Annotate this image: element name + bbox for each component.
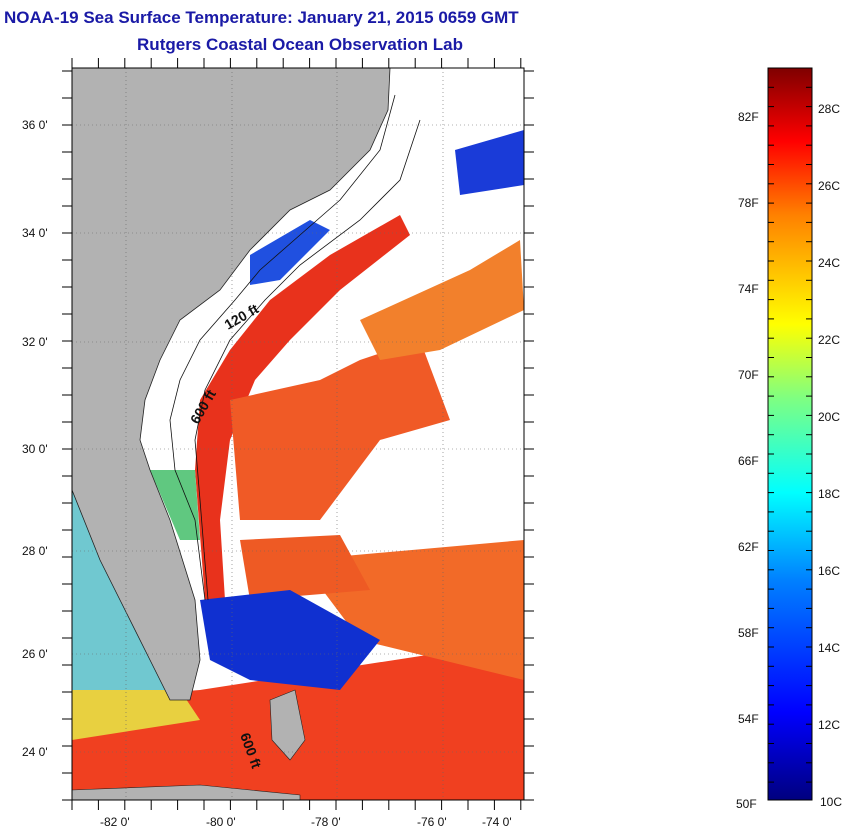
lat-label-24: 24 0': [22, 745, 48, 759]
lat-label-36: 36 0': [22, 118, 48, 132]
cbar-f-66: 66F: [738, 454, 759, 468]
lon-labels: -82 0' -80 0' -78 0' -76 0' -74 0': [100, 815, 512, 829]
colorbar-c-labels: 28C 26C 24C 22C 20C 18C 16C 14C 12C 10C: [818, 102, 842, 809]
cbar-c-18: 18C: [818, 487, 840, 501]
lat-label-30: 30 0': [22, 442, 48, 456]
lon-label-78: -78 0': [311, 815, 341, 829]
lat-label-32: 32 0': [22, 335, 48, 349]
contour-120ft: [169, 94, 396, 601]
cbar-c-24: 24C: [818, 256, 840, 270]
sst-se-coast-green: [150, 470, 200, 540]
map-title: NOAA-19 Sea Surface Temperature: January…: [4, 8, 519, 27]
cbar-c-14: 14C: [818, 641, 840, 655]
colorbar-f-labels: 82F 78F 74F 70F 66F 62F 58F 54F 50F: [736, 110, 759, 811]
cbar-c-20: 20C: [818, 410, 840, 424]
graticule: [72, 68, 524, 800]
cbar-f-78: 78F: [738, 196, 759, 210]
cbar-f-82: 82F: [738, 110, 759, 124]
lat-labels: 36 0' 34 0' 32 0' 30 0' 28 0' 26 0' 24 0…: [22, 118, 48, 759]
cbar-f-50: 50F: [736, 797, 757, 811]
map-subtitle: Rutgers Coastal Ocean Observation Lab: [137, 35, 463, 54]
cbar-f-62: 62F: [738, 540, 759, 554]
axis-ticks: [62, 58, 534, 810]
lat-label-26: 26 0': [22, 647, 48, 661]
sst-cool-ne: [455, 130, 524, 195]
colorbar-ticks: [768, 67, 812, 783]
sst-field: 120 ft 600 ft 600 ft: [72, 68, 524, 800]
sst-ne-patch: [360, 240, 524, 360]
lon-label-80: -80 0': [206, 815, 236, 829]
sst-cool-north: [250, 220, 330, 285]
sst-offshore-warm: [230, 340, 450, 520]
sst-cool-shelf: [200, 590, 380, 690]
cuba: [72, 784, 301, 800]
lon-label-74: -74 0': [482, 815, 512, 829]
colorbar: [767, 67, 813, 801]
sst-wfs-yellow: [72, 690, 200, 740]
lon-label-76: -76 0': [417, 815, 447, 829]
cbar-c-12: 12C: [818, 718, 840, 732]
lat-label-34: 34 0': [22, 226, 48, 240]
lon-label-82: -82 0': [100, 815, 130, 829]
cbar-c-10: 10C: [820, 795, 842, 809]
cbar-f-54: 54F: [738, 712, 759, 726]
cbar-f-74: 74F: [738, 282, 759, 296]
cbar-c-16: 16C: [818, 564, 840, 578]
cbar-c-28: 28C: [818, 102, 840, 116]
lat-label-28: 28 0': [22, 544, 48, 558]
cbar-f-58: 58F: [738, 626, 759, 640]
bahamas: [269, 689, 306, 761]
contour-600ft: [194, 119, 421, 601]
land-mass: [72, 68, 391, 701]
cbar-c-26: 26C: [818, 179, 840, 193]
cbar-f-70: 70F: [738, 368, 759, 382]
cbar-c-22: 22C: [818, 333, 840, 347]
